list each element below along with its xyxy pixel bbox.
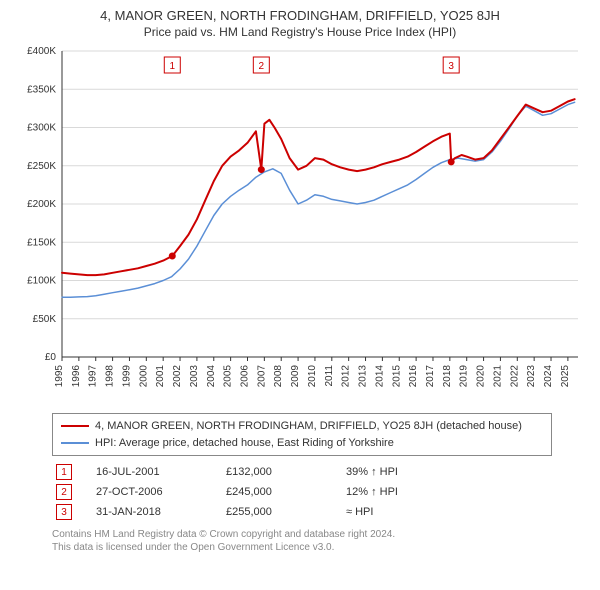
chart-title: 4, MANOR GREEN, NORTH FRODINGHAM, DRIFFI… bbox=[12, 8, 588, 23]
svg-text:2018: 2018 bbox=[442, 365, 453, 388]
svg-text:£250K: £250K bbox=[27, 161, 56, 172]
table-row: 1 16-JUL-2001 £132,000 39% ↑ HPI bbox=[52, 462, 552, 482]
event-price: £132,000 bbox=[222, 462, 342, 482]
svg-text:2: 2 bbox=[259, 61, 265, 72]
svg-text:£350K: £350K bbox=[27, 84, 56, 95]
svg-text:2013: 2013 bbox=[358, 365, 369, 388]
svg-text:2005: 2005 bbox=[223, 365, 234, 388]
event-marker-icon: 1 bbox=[56, 464, 72, 480]
event-price: £245,000 bbox=[222, 482, 342, 502]
svg-text:£0: £0 bbox=[45, 352, 57, 363]
event-marker-icon: 3 bbox=[56, 504, 72, 520]
event-vs-hpi: 39% ↑ HPI bbox=[342, 462, 552, 482]
svg-text:2006: 2006 bbox=[239, 365, 250, 388]
event-date: 27-OCT-2006 bbox=[92, 482, 222, 502]
svg-text:1998: 1998 bbox=[105, 365, 116, 388]
svg-text:2001: 2001 bbox=[155, 365, 166, 388]
event-vs-hpi: 12% ↑ HPI bbox=[342, 482, 552, 502]
svg-text:2025: 2025 bbox=[560, 365, 571, 388]
legend-row: HPI: Average price, detached house, East… bbox=[61, 435, 543, 452]
svg-text:2007: 2007 bbox=[256, 365, 267, 388]
event-vs-hpi: ≈ HPI bbox=[342, 502, 552, 522]
legend-row: 4, MANOR GREEN, NORTH FRODINGHAM, DRIFFI… bbox=[61, 418, 543, 435]
event-marker-icon: 2 bbox=[56, 484, 72, 500]
svg-text:1995: 1995 bbox=[54, 365, 65, 388]
svg-text:£150K: £150K bbox=[27, 237, 56, 248]
svg-text:2012: 2012 bbox=[341, 365, 352, 388]
legend-label: 4, MANOR GREEN, NORTH FRODINGHAM, DRIFFI… bbox=[95, 418, 522, 435]
table-row: 3 31-JAN-2018 £255,000 ≈ HPI bbox=[52, 502, 552, 522]
svg-text:2009: 2009 bbox=[290, 365, 301, 388]
svg-text:2011: 2011 bbox=[324, 365, 335, 387]
svg-text:£300K: £300K bbox=[27, 123, 56, 134]
svg-text:2000: 2000 bbox=[138, 365, 149, 388]
svg-text:2022: 2022 bbox=[509, 365, 520, 388]
svg-text:2024: 2024 bbox=[543, 365, 554, 388]
svg-text:1997: 1997 bbox=[88, 365, 99, 388]
legend-label: HPI: Average price, detached house, East… bbox=[95, 435, 394, 452]
footer-attribution: Contains HM Land Registry data © Crown c… bbox=[52, 528, 588, 554]
svg-text:2004: 2004 bbox=[206, 365, 217, 388]
chart-svg: £0 £50K £100K £150K £200K £250K £300K £350K £400… bbox=[12, 45, 588, 405]
legend: 4, MANOR GREEN, NORTH FRODINGHAM, DRIFFI… bbox=[52, 413, 552, 456]
svg-text:2017: 2017 bbox=[425, 365, 436, 388]
svg-text:2019: 2019 bbox=[459, 365, 470, 388]
footer-line: This data is licensed under the Open Gov… bbox=[52, 541, 588, 554]
svg-text:2015: 2015 bbox=[391, 365, 402, 388]
svg-text:2008: 2008 bbox=[273, 365, 284, 388]
legend-swatch-hpi bbox=[61, 442, 89, 444]
svg-text:2016: 2016 bbox=[408, 365, 419, 388]
svg-text:2021: 2021 bbox=[492, 365, 503, 388]
svg-text:2020: 2020 bbox=[476, 365, 487, 388]
svg-text:2002: 2002 bbox=[172, 365, 183, 388]
chart-subtitle: Price paid vs. HM Land Registry's House … bbox=[12, 25, 588, 39]
svg-text:2023: 2023 bbox=[526, 365, 537, 388]
svg-text:£200K: £200K bbox=[27, 199, 56, 210]
table-row: 2 27-OCT-2006 £245,000 12% ↑ HPI bbox=[52, 482, 552, 502]
svg-text:1999: 1999 bbox=[121, 365, 132, 388]
svg-text:£100K: £100K bbox=[27, 276, 56, 287]
event-date: 31-JAN-2018 bbox=[92, 502, 222, 522]
svg-text:2010: 2010 bbox=[307, 365, 318, 388]
event-price: £255,000 bbox=[222, 502, 342, 522]
svg-text:3: 3 bbox=[448, 61, 454, 72]
line-chart: £0 £50K £100K £150K £200K £250K £300K £350K £400… bbox=[12, 45, 588, 405]
event-date: 16-JUL-2001 bbox=[92, 462, 222, 482]
svg-text:£50K: £50K bbox=[33, 314, 57, 325]
svg-text:£400K: £400K bbox=[27, 46, 56, 57]
legend-swatch-property bbox=[61, 425, 89, 427]
footer-line: Contains HM Land Registry data © Crown c… bbox=[52, 528, 588, 541]
svg-text:2014: 2014 bbox=[374, 365, 385, 388]
events-table: 1 16-JUL-2001 £132,000 39% ↑ HPI 2 27-OC… bbox=[52, 462, 552, 522]
svg-text:1: 1 bbox=[170, 61, 176, 72]
svg-text:2003: 2003 bbox=[189, 365, 200, 388]
svg-text:1996: 1996 bbox=[71, 365, 82, 388]
